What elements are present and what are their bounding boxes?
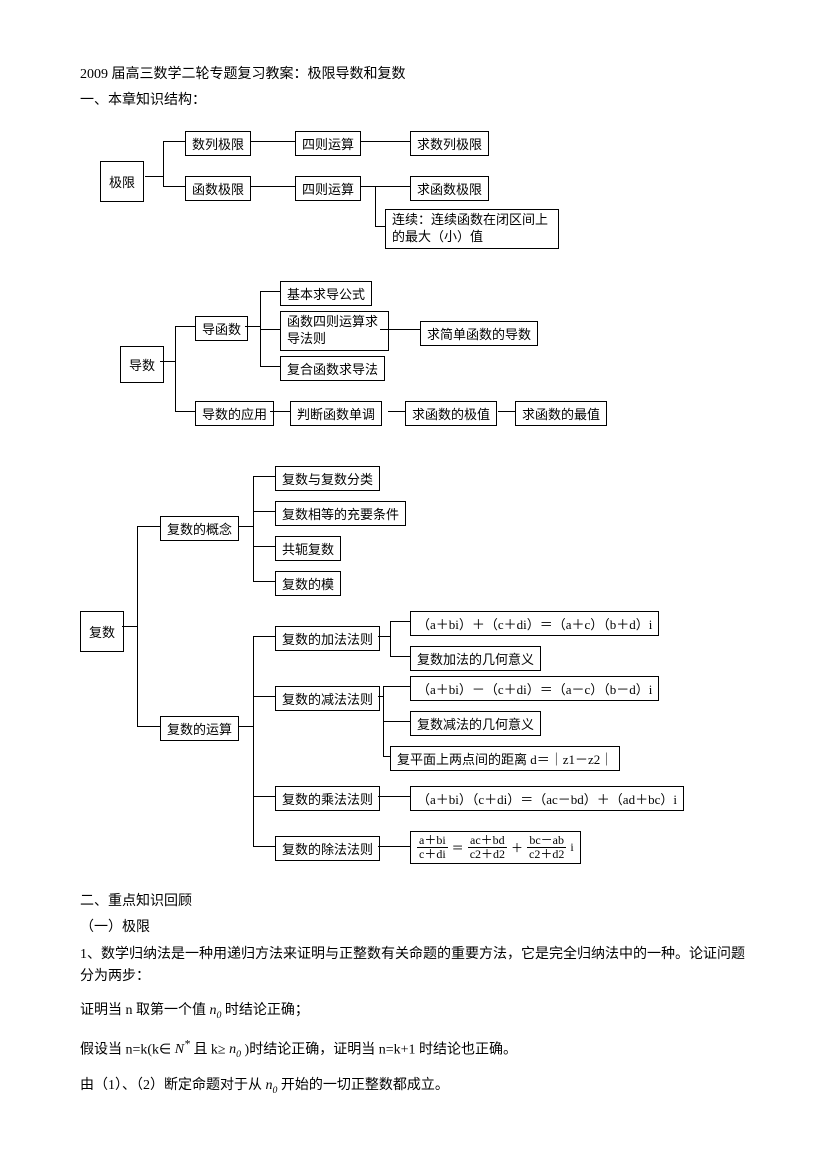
section-2-1-heading: （一）极限	[80, 917, 746, 939]
node-sub-geo: 复数减法的几何意义	[410, 711, 541, 736]
node-seq-find: 求数列极限	[410, 131, 489, 156]
node-ops: 复数的运算	[160, 716, 239, 741]
text: 开始的一切正整数都成立。	[281, 1078, 449, 1093]
node-max-min: 求函数的最值	[515, 401, 607, 426]
node-derivative: 导数	[120, 346, 164, 383]
node-conjugate: 共轭复数	[275, 536, 341, 561]
node-add: 复数的加法法则	[275, 626, 380, 651]
node-mul-formula: （a＋bi）（c＋di）＝（ac－bd）＋（ad＋bc）i	[410, 786, 684, 811]
node-modulus: 复数的模	[275, 571, 341, 596]
paragraph-4: 由（1）、（2）断定命题对于从 n0 开始的一切正整数都成立。	[80, 1075, 746, 1098]
node-equal: 复数相等的充要条件	[275, 501, 406, 526]
node-deriv-app: 导数的应用	[195, 401, 274, 426]
node-func-limit: 函数极限	[185, 176, 251, 201]
node-find-simple-deriv: 求简单函数的导数	[420, 321, 538, 346]
frac-num: bc－ab	[527, 834, 566, 848]
node-add-geo: 复数加法的几何意义	[410, 646, 541, 671]
node-extremum: 求函数的极值	[405, 401, 497, 426]
frac-num: a＋bi	[417, 834, 448, 848]
n0-symbol: n0	[266, 1078, 278, 1093]
text: 且 k≥	[193, 1042, 225, 1057]
text: 假设当 n=k(k∈	[80, 1042, 171, 1057]
node-basic-formula: 基本求导公式	[280, 281, 372, 306]
paragraph-3: 假设当 n=k(k∈ N* 且 k≥ n0 )时结论正确，证明当 n=k+1 时…	[80, 1036, 746, 1063]
node-composite-rule: 复合函数求导法	[280, 356, 385, 381]
frac-den: c2＋d2	[468, 848, 507, 861]
node-arith-rule: 函数四则运算求导法则	[280, 311, 389, 351]
diagram-complex: 复数 复数的概念 复数与复数分类 复数相等的充要条件 共轭复数 复数的模 复数的…	[80, 461, 746, 871]
star: *	[184, 1038, 190, 1051]
n0-symbol: n0	[229, 1042, 241, 1057]
node-func-find: 求函数极限	[410, 176, 489, 201]
node-div: 复数的除法法则	[275, 836, 380, 861]
node-add-formula: （a＋bi）＋（c＋di）＝（a＋c）（b＋d）i	[410, 611, 659, 636]
node-monotone: 判断函数单调	[290, 401, 382, 426]
tail-i: i	[570, 840, 573, 855]
nstar-symbol: N*	[175, 1042, 190, 1057]
text: 时结论正确；	[225, 1003, 309, 1018]
text: 证明当 n 取第一个值	[80, 1003, 206, 1018]
text: )时结论正确，证明当 n=k+1 时结论也正确。	[245, 1042, 517, 1057]
node-sub-dist: 复平面上两点间的距离 d＝｜z1－z2｜	[390, 746, 620, 771]
frac-den: c2＋d2	[527, 848, 566, 861]
node-func-arith: 四则运算	[295, 176, 361, 201]
node-seq-arith: 四则运算	[295, 131, 361, 156]
node-mul: 复数的乘法法则	[275, 786, 380, 811]
node-sub-formula: （a＋bi）－（c＋di）＝（a－c）（b－d）i	[410, 676, 659, 701]
node-div-formula: a＋bic＋di ＝ ac＋bdc2＋d2 ＋ bc－abc2＋d2 i	[410, 831, 581, 864]
node-class: 复数与复数分类	[275, 466, 380, 491]
node-seq-limit: 数列极限	[185, 131, 251, 156]
diagram-derivative: 导数 导函数 基本求导公式 函数四则运算求导法则 复合函数求导法 求简单函数的导…	[80, 271, 746, 441]
node-complex: 复数	[80, 611, 124, 652]
text: 由（1）、（2）断定命题对于从	[80, 1078, 262, 1093]
eq-sign: ＝	[452, 839, 464, 856]
frac-num: ac＋bd	[468, 834, 507, 848]
section-2-heading: 二、重点知识回顾	[80, 891, 746, 913]
node-concept: 复数的概念	[160, 516, 239, 541]
diagram-limit: 极限 数列极限 四则运算 求数列极限 函数极限 四则运算 求函数极限 连续：连续…	[80, 121, 746, 251]
section-1-heading: 一、本章知识结构：	[80, 90, 746, 112]
doc-title: 2009 届高三数学二轮专题复习教案：极限导数和复数	[80, 64, 746, 86]
paragraph-2: 证明当 n 取第一个值 n0 时结论正确；	[80, 1000, 746, 1023]
plus-sign: ＋	[511, 839, 523, 856]
frac-den: c＋di	[417, 848, 448, 861]
node-continuous: 连续：连续函数在闭区间上的最大（小）值	[385, 209, 559, 249]
node-limit: 极限	[100, 161, 144, 202]
node-sub: 复数的减法法则	[275, 686, 380, 711]
node-deriv-func: 导函数	[195, 316, 248, 341]
paragraph-1: 1、数学归纳法是一种用递归方法来证明与正整数有关命题的重要方法，它是完全归纳法中…	[80, 944, 746, 989]
n0-symbol: n0	[210, 1003, 222, 1018]
